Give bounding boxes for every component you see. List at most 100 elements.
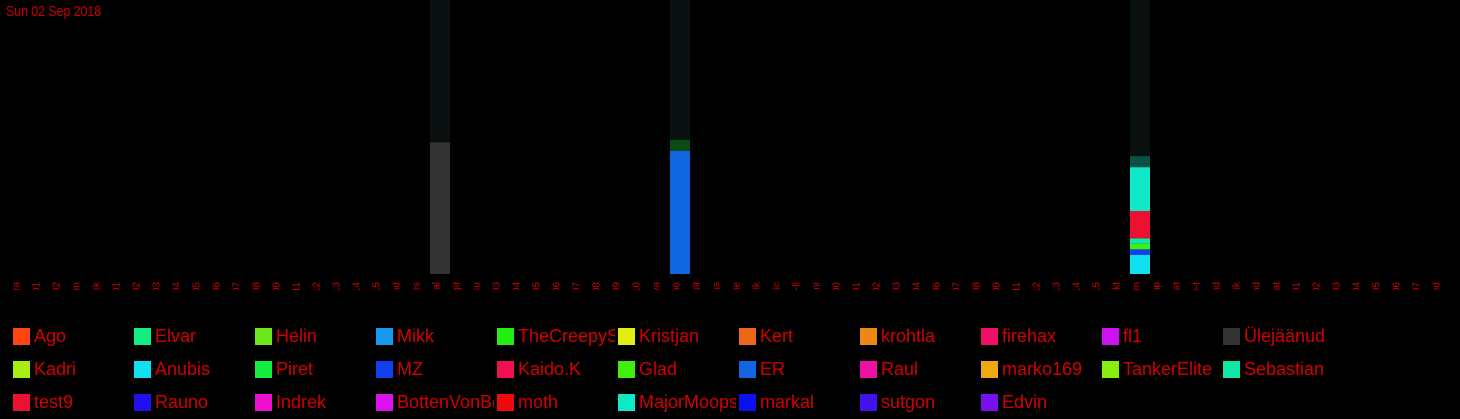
legend-item: TankerElite bbox=[1102, 358, 1212, 380]
x-tick-label: olulised-fi bbox=[792, 282, 803, 290]
legend-swatch bbox=[13, 360, 30, 378]
legend-label: Kert bbox=[760, 325, 794, 346]
legend-swatch bbox=[618, 393, 635, 411]
legend-label: Ülejäänud bbox=[1244, 325, 1326, 346]
x-tick-label: pr15 bbox=[1092, 282, 1103, 290]
legend-label: Rauno bbox=[155, 391, 209, 412]
x-tick-label: kaugtöö bbox=[672, 282, 683, 290]
x-tick-label: pr03 bbox=[892, 282, 903, 290]
x-tick-label: ex02 bbox=[132, 282, 143, 290]
x-tick-label: pr14 bbox=[1072, 282, 1083, 290]
x-tick-label: dj01 bbox=[32, 282, 43, 290]
bar-segment bbox=[1130, 243, 1150, 250]
legend-item: Kert bbox=[739, 325, 793, 347]
legend-item: Sebastian bbox=[1223, 358, 1324, 380]
legend-label: marko169 bbox=[1002, 358, 1083, 379]
legend-item: Kadri bbox=[13, 358, 76, 380]
legend-swatch bbox=[134, 327, 151, 345]
legend-swatch bbox=[618, 360, 635, 378]
legend-swatch bbox=[376, 393, 393, 411]
x-tick-label: pr13 bbox=[1052, 282, 1063, 290]
legend-swatch bbox=[981, 393, 998, 411]
x-tick-label: pr04 bbox=[912, 282, 923, 290]
legend-label: Kadri bbox=[34, 358, 77, 379]
x-tick-label: pr00 bbox=[832, 282, 843, 290]
x-tick-label: music bbox=[772, 282, 783, 290]
x-tick-label: teadaand bbox=[1212, 282, 1223, 290]
legend-item: Kristjan bbox=[618, 325, 699, 347]
legend-item: Helin bbox=[255, 325, 317, 347]
x-tick-label: ex15 bbox=[372, 282, 383, 290]
legend-swatch bbox=[13, 393, 30, 411]
legend-label: Elvar bbox=[155, 325, 197, 346]
chart-date: Sun 02 Sep 2018 bbox=[6, 3, 102, 20]
x-tick-label: hw06 bbox=[552, 282, 563, 290]
legend-item: markal bbox=[739, 391, 814, 413]
legend-label: markal bbox=[760, 391, 815, 412]
legend-swatch bbox=[134, 393, 151, 411]
legend-label: Mikk bbox=[397, 325, 434, 346]
x-tick-label: xp06 bbox=[1392, 282, 1403, 290]
x-tick-label: ex03 bbox=[152, 282, 163, 290]
legend-swatch bbox=[497, 393, 514, 411]
legend-swatch bbox=[739, 393, 756, 411]
x-tick-label: codera bbox=[12, 282, 23, 290]
x-tick-label: pr01 bbox=[852, 282, 863, 290]
x-tick-label: projekt bbox=[1112, 282, 1123, 290]
legend-swatch bbox=[1102, 327, 1119, 345]
legend-item: Raul bbox=[860, 358, 918, 380]
legend-label: krohtla bbox=[881, 325, 936, 346]
bar-segment bbox=[1130, 238, 1150, 244]
legend-item: Indrek bbox=[255, 391, 326, 413]
x-tick-label: hw04 bbox=[512, 282, 523, 290]
bar-chart: codera dj01 dj02 eksam ettepanek ex01 ex02 ex03… bbox=[12, 0, 1443, 290]
legend-label: Edvin bbox=[1002, 391, 1048, 412]
x-tick-label: pr07 bbox=[952, 282, 963, 290]
legend-swatch bbox=[739, 360, 756, 378]
x-tick-label: wat bbox=[1272, 282, 1283, 290]
x-tick-label: pr12 bbox=[1032, 282, 1043, 290]
legend-swatch bbox=[376, 327, 393, 345]
x-tick-label: hw05 bbox=[532, 282, 543, 290]
legend-swatch bbox=[860, 393, 877, 411]
x-tick-label: ülesanded bbox=[1432, 282, 1443, 290]
legend-swatch bbox=[1223, 360, 1240, 378]
x-tick-label: gomoku bbox=[472, 282, 483, 290]
x-tick-label: ex04 bbox=[172, 282, 183, 290]
x-tick-label: hw08 bbox=[592, 282, 603, 290]
legend-label: firehax bbox=[1002, 325, 1057, 346]
x-tick-label: ex01 bbox=[112, 282, 123, 290]
bar-segment bbox=[670, 150, 690, 274]
x-tick-label: konsult bbox=[692, 282, 703, 290]
legend-label: fl1 bbox=[1123, 325, 1143, 346]
legend-label: BottenVonBot bbox=[397, 391, 494, 412]
x-tick-label: ex12 bbox=[312, 282, 323, 290]
legend-swatch bbox=[497, 360, 514, 378]
x-tick-label: ex05 bbox=[192, 282, 203, 290]
x-tick-label: xp07 bbox=[1412, 282, 1423, 290]
legend-label: Sebastian bbox=[1244, 358, 1325, 379]
legend-label: test9 bbox=[34, 391, 74, 412]
legend-item: TheCreepySh bbox=[497, 325, 615, 347]
x-tick-label: hw03 bbox=[492, 282, 503, 290]
x-tick-label: syvapy-t bbox=[1192, 282, 1203, 290]
legend-item: Piret bbox=[255, 358, 313, 380]
legend-swatch bbox=[1102, 360, 1119, 378]
legend-label: Indrek bbox=[276, 391, 327, 412]
legend-item: krohtla bbox=[860, 325, 935, 347]
legend-item: Kaido.K bbox=[497, 358, 581, 380]
legend-swatch bbox=[255, 327, 272, 345]
legend-swatch bbox=[981, 360, 998, 378]
x-tick-label: stat bbox=[1172, 282, 1183, 290]
x-tick-label: ex14 bbox=[352, 282, 363, 290]
bar-segment bbox=[1130, 156, 1150, 168]
legend-label: TheCreepySh bbox=[518, 325, 615, 346]
legend-item: Edvin bbox=[981, 391, 1047, 413]
legend-swatch bbox=[860, 327, 877, 345]
legend-label: Kaido.K bbox=[518, 358, 582, 379]
x-tick-label: pr09 bbox=[992, 282, 1003, 290]
legend-swatch bbox=[1223, 327, 1240, 345]
x-tick-label: pr02 bbox=[872, 282, 883, 290]
legend-label: MZ bbox=[397, 358, 423, 379]
x-tick-label: mitteniiik bbox=[752, 281, 763, 290]
